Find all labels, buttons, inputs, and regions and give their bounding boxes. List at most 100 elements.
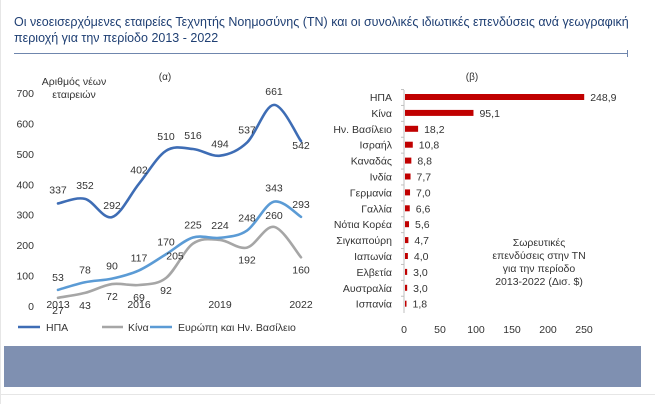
bar-chart-x-tick-label: 50 bbox=[434, 324, 446, 336]
line-chart-data-label: 205 bbox=[166, 251, 184, 263]
bar-chart-bar bbox=[405, 268, 408, 275]
bar-chart-category-label: Ισπανία bbox=[356, 299, 392, 311]
bar-chart-x-tick-label: 100 bbox=[467, 324, 485, 336]
line-chart-y-tick-label: 700 bbox=[16, 88, 34, 100]
bar-chart-bar bbox=[405, 94, 585, 100]
line-chart-panel-label: (α) bbox=[159, 72, 171, 83]
line-chart-y-tick-label: 100 bbox=[16, 271, 34, 283]
bar-chart-category-labels: ΗΠΑ Κίνα Ην. Βασίλειο Ισραήλ Καναδάς Ινδία Γερ… bbox=[333, 92, 392, 311]
bar-chart-value-label: 3,0 bbox=[413, 267, 428, 279]
bar-chart-value-label: 248,9 bbox=[590, 92, 616, 104]
bar-chart-bar bbox=[405, 221, 410, 228]
line-chart-data-label: 542 bbox=[292, 140, 310, 152]
bar-chart-category-label: Ινδία bbox=[370, 172, 392, 184]
line-chart-y-tick-label: 0 bbox=[28, 301, 34, 313]
bar-chart-bar bbox=[405, 189, 411, 196]
bar-chart-bar bbox=[405, 141, 413, 148]
bar-chart-bar bbox=[405, 125, 419, 132]
line-chart-data-label: 293 bbox=[292, 199, 310, 211]
bar-chart-annotation: Σωρευτικές επενδύσεις στην ΤΝ για την περί… bbox=[492, 237, 585, 288]
bar-chart-value-label: 4,7 bbox=[414, 235, 429, 247]
line-chart-x-tick-label: 2019 bbox=[208, 299, 232, 311]
bar-chart-category-label: Γερμανία bbox=[350, 187, 392, 199]
title-divider bbox=[14, 53, 628, 54]
footer-band bbox=[4, 346, 641, 387]
bar-chart-value-label: 8,8 bbox=[417, 156, 432, 168]
line-china bbox=[56, 225, 303, 300]
line-chart-y-tick-label: 200 bbox=[16, 240, 34, 252]
legend-label: ΗΠΑ bbox=[46, 322, 68, 334]
bar-chart-bar bbox=[405, 237, 409, 244]
line-chart-data-label: 224 bbox=[211, 220, 229, 232]
line-chart-new-ai-companies: (α) Αριθμός νέων εταιρειών 0 100 200 300 400 5… bbox=[16, 72, 312, 334]
line-chart-data-label: 661 bbox=[265, 86, 283, 98]
line-chart-series-lines bbox=[56, 103, 303, 300]
bar-chart-bar bbox=[405, 284, 408, 291]
line-chart-data-label: 537 bbox=[238, 125, 256, 137]
bar-chart-value-label: 6,6 bbox=[416, 203, 431, 215]
bar-chart-bar bbox=[405, 253, 408, 259]
bar-chart-value-label: 10,8 bbox=[419, 140, 440, 152]
line-chart-y-tick-label: 300 bbox=[16, 210, 34, 222]
line-chart-data-label: 78 bbox=[79, 264, 91, 276]
bar-chart-category-label: ΗΠΑ bbox=[370, 92, 392, 104]
bar-chart-category-label: Γαλλία bbox=[361, 203, 392, 215]
bar-chart-bar bbox=[405, 109, 474, 116]
line-chart-data-label: 248 bbox=[238, 213, 256, 225]
bar-chart-bar bbox=[405, 173, 411, 180]
line-chart-data-label: 337 bbox=[49, 184, 67, 196]
line-chart-data-label: 494 bbox=[211, 139, 229, 151]
bar-chart-panel-label: (β) bbox=[466, 72, 478, 83]
bar-chart-value-label: 1,8 bbox=[413, 299, 428, 311]
bar-chart-value-label: 18,2 bbox=[424, 124, 445, 136]
line-chart-legend: ΗΠΑ Κίνα Ευρώπη και Ην. Βασίλειο bbox=[18, 322, 296, 334]
bar-chart-x-tick-label: 0 bbox=[401, 324, 407, 336]
line-chart-data-label: 352 bbox=[76, 180, 94, 192]
bar-chart-x-tick-label: 150 bbox=[503, 324, 521, 336]
line-chart-y-tick-labels: 0 100 200 300 400 500 600 700 bbox=[16, 88, 34, 313]
frame-border-bottom bbox=[0, 394, 655, 395]
line-usa bbox=[56, 103, 303, 219]
line-chart-y-axis-label-line-2: εταιρειών bbox=[52, 89, 96, 101]
bar-chart-category-label: Ιαπωνία bbox=[354, 251, 392, 263]
bar-chart-category-label: Ελβετία bbox=[356, 267, 392, 279]
bar-chart-category-axis bbox=[401, 89, 405, 313]
line-chart-data-label: 160 bbox=[292, 264, 310, 276]
title-divider-tick bbox=[627, 50, 628, 57]
line-chart-y-tick-label: 600 bbox=[16, 118, 34, 130]
line-chart-y-tick-label: 400 bbox=[16, 179, 34, 191]
line-chart-y-axis-label-line-1: Αριθμός νέων bbox=[42, 76, 106, 88]
line-chart-x-tick-label: 2016 bbox=[127, 299, 151, 311]
bar-chart-ai-investments: (β) ΗΠΑ Κίνα Ην. Βασίλειο Ισραήλ Καναδάς Ινδί… bbox=[333, 72, 616, 336]
line-chart-data-label: 43 bbox=[79, 300, 91, 312]
bar-chart-bar bbox=[405, 157, 412, 164]
figure-title: Οι νεοεισερχόμενες εταιρείες Τεχνητής Νο… bbox=[14, 15, 629, 45]
line-chart-data-label: 117 bbox=[131, 252, 148, 264]
bar-chart-value-label: 4,0 bbox=[414, 251, 429, 263]
bar-chart-value-label: 7,7 bbox=[417, 172, 432, 184]
bar-chart-x-tick-label: 200 bbox=[539, 324, 557, 336]
legend-label: Ευρώπη και Ην. Βασίλειο bbox=[178, 322, 296, 334]
line-europe-uk bbox=[56, 200, 303, 292]
line-chart-data-label: 53 bbox=[52, 272, 64, 284]
bar-chart-x-tick-label: 250 bbox=[575, 324, 593, 336]
line-chart-data-label: 27 bbox=[52, 305, 64, 317]
line-chart-data-label: 510 bbox=[157, 131, 175, 143]
line-chart-data-labels: 337 352 292 402 510 516 494 537 661 542 27 43 72 69 92… bbox=[49, 86, 310, 317]
line-chart-data-label: 90 bbox=[106, 261, 118, 273]
bar-chart-bars bbox=[405, 94, 585, 307]
bar-chart-annotation-line: 2013-2022 (Δισ. $) bbox=[495, 276, 583, 288]
bar-chart-value-label: 3,0 bbox=[413, 283, 428, 295]
frame-border-left bbox=[0, 0, 1, 404]
bar-chart-annotation-line: επενδύσεις στην ΤΝ bbox=[492, 250, 585, 262]
line-chart-data-label: 72 bbox=[106, 291, 118, 303]
line-chart-data-label: 170 bbox=[157, 236, 175, 248]
line-chart-x-tick-label: 2013 bbox=[46, 299, 70, 311]
bar-chart-annotation-line: για την περίοδο bbox=[503, 263, 576, 275]
bar-chart-category-label: Σιγκαπούρη bbox=[336, 235, 392, 247]
bar-chart-category-label: Κίνα bbox=[371, 108, 392, 120]
bar-chart-category-label: Ην. Βασίλειο bbox=[333, 124, 392, 136]
line-chart-data-label: 516 bbox=[184, 130, 202, 142]
bar-chart-annotation-line: Σωρευτικές bbox=[513, 237, 566, 249]
